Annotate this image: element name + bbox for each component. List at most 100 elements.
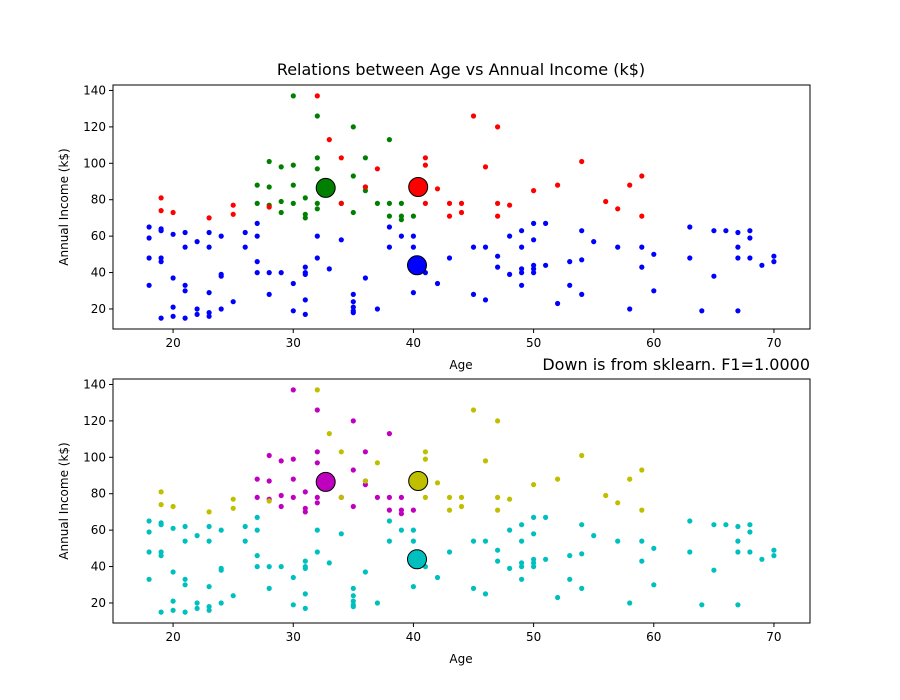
bottom-point-s0-88 [567, 553, 573, 559]
bottom-point-s0-58 [386, 518, 392, 524]
top-point-s0-65 [434, 280, 441, 287]
bottom-point-s2-30 [579, 452, 585, 459]
bottom-y-tick-label-4: 100 [83, 450, 106, 464]
bottom-point-s0-76 [519, 538, 525, 544]
bottom-point-s0-28 [218, 567, 224, 573]
top-point-s0-9 [170, 231, 176, 237]
bottom-point-s2-16 [422, 494, 428, 500]
bottom-point-s0-78 [519, 564, 525, 570]
top-point-s0-98 [651, 251, 657, 257]
bottom-point-s0-94 [615, 538, 621, 544]
top-point-s2-35 [639, 213, 645, 219]
top-point-s2-17 [434, 186, 441, 192]
bottom-point-s0-72 [495, 558, 501, 564]
top-point-s0-115 [771, 259, 777, 265]
bottom-point-s0-110 [747, 522, 753, 528]
bottom-point-s0-34 [254, 527, 260, 533]
bottom-point-s0-93 [591, 533, 597, 539]
top-point-s2-4 [230, 202, 236, 208]
bottom-point-s0-74 [507, 565, 513, 572]
top-point-s0-3 [146, 282, 152, 288]
bottom-point-s0-25 [206, 607, 212, 613]
bottom-point-s2-35 [639, 507, 645, 513]
bottom-chart-title: Down is from sklearn. F1=1.0000 [542, 355, 810, 374]
bottom-point-s0-49 [326, 560, 332, 566]
top-point-s0-2 [146, 255, 152, 261]
top-point-s2-19 [446, 213, 453, 219]
bottom-point-s2-32 [615, 500, 621, 506]
bottom-centroid-0 [315, 471, 336, 492]
bottom-point-s2-6 [266, 498, 272, 504]
top-point-s2-34 [639, 173, 645, 179]
bottom-point-s2-4 [230, 496, 236, 502]
bottom-x-axis-label: Age [449, 652, 472, 666]
top-point-s0-106 [735, 229, 741, 236]
bottom-point-s1-10 [290, 476, 296, 482]
top-point-s0-78 [519, 270, 525, 276]
top-point-s2-9 [338, 155, 344, 161]
top-point-s0-17 [182, 315, 188, 321]
bottom-point-s0-102 [699, 602, 705, 608]
bottom-point-s0-83 [531, 564, 537, 570]
bottom-point-s2-18 [446, 494, 453, 500]
bottom-point-s2-12 [374, 460, 380, 466]
bottom-y-tick-label-1: 40 [91, 560, 106, 574]
top-point-s1-6 [278, 198, 284, 205]
top-point-s0-49 [326, 266, 332, 272]
bottom-point-s2-15 [422, 456, 428, 462]
top-point-s1-13 [302, 211, 308, 217]
top-point-s0-33 [254, 220, 260, 226]
bottom-point-s1-5 [278, 458, 284, 464]
top-point-s0-46 [302, 311, 308, 317]
top-point-s0-109 [735, 308, 741, 314]
top-point-s0-114 [771, 253, 777, 259]
top-point-s2-2 [170, 209, 176, 216]
bottom-point-s0-7 [158, 553, 164, 559]
bottom-point-s2-8 [326, 431, 332, 437]
bottom-point-s2-28 [531, 482, 537, 488]
bottom-point-s0-95 [627, 600, 633, 606]
bottom-point-s0-14 [182, 538, 188, 544]
bottom-point-s1-30 [386, 494, 392, 500]
top-point-s1-0 [254, 182, 260, 188]
bottom-point-s1-1 [254, 494, 260, 500]
top-point-s0-68 [470, 291, 477, 297]
bottom-point-s2-9 [338, 449, 344, 455]
top-point-s1-2 [266, 158, 272, 165]
top-point-s2-31 [603, 198, 609, 205]
top-y-tick-label-0: 20 [91, 302, 106, 316]
bottom-point-s0-91 [579, 551, 585, 557]
top-point-s0-35 [254, 259, 260, 265]
top-point-s0-22 [206, 244, 212, 250]
top-point-s1-19 [314, 206, 320, 212]
bottom-point-s0-82 [531, 560, 537, 566]
top-y-axis-label: Annual Income (k$) [57, 148, 71, 265]
bottom-point-s1-29 [386, 431, 392, 437]
bottom-point-s1-12 [302, 489, 308, 495]
bottom-point-s0-71 [495, 547, 501, 553]
top-point-s2-3 [206, 215, 212, 221]
bottom-point-s0-33 [254, 514, 260, 521]
bottom-point-s1-16 [314, 449, 320, 455]
bottom-point-s2-10 [338, 494, 344, 500]
top-point-s0-7 [158, 259, 164, 265]
bottom-point-s0-23 [206, 584, 212, 590]
top-point-s0-89 [567, 282, 573, 288]
bottom-point-s0-104 [711, 567, 717, 573]
top-centroid-2 [407, 255, 427, 276]
top-point-s2-22 [470, 113, 477, 119]
top-point-s1-31 [386, 213, 392, 219]
top-y-tick-label-5: 120 [83, 120, 106, 134]
bottom-point-s0-111 [747, 529, 753, 535]
top-point-s2-14 [422, 155, 428, 161]
top-point-s0-11 [170, 304, 176, 310]
top-point-s0-77 [519, 266, 525, 272]
top-point-s2-12 [374, 166, 380, 172]
top-point-s0-41 [290, 308, 296, 314]
top-point-s2-8 [326, 137, 332, 143]
top-point-s2-21 [458, 209, 465, 216]
bottom-point-s1-31 [386, 507, 392, 513]
top-point-s0-72 [495, 264, 501, 270]
top-point-s0-71 [495, 253, 501, 259]
